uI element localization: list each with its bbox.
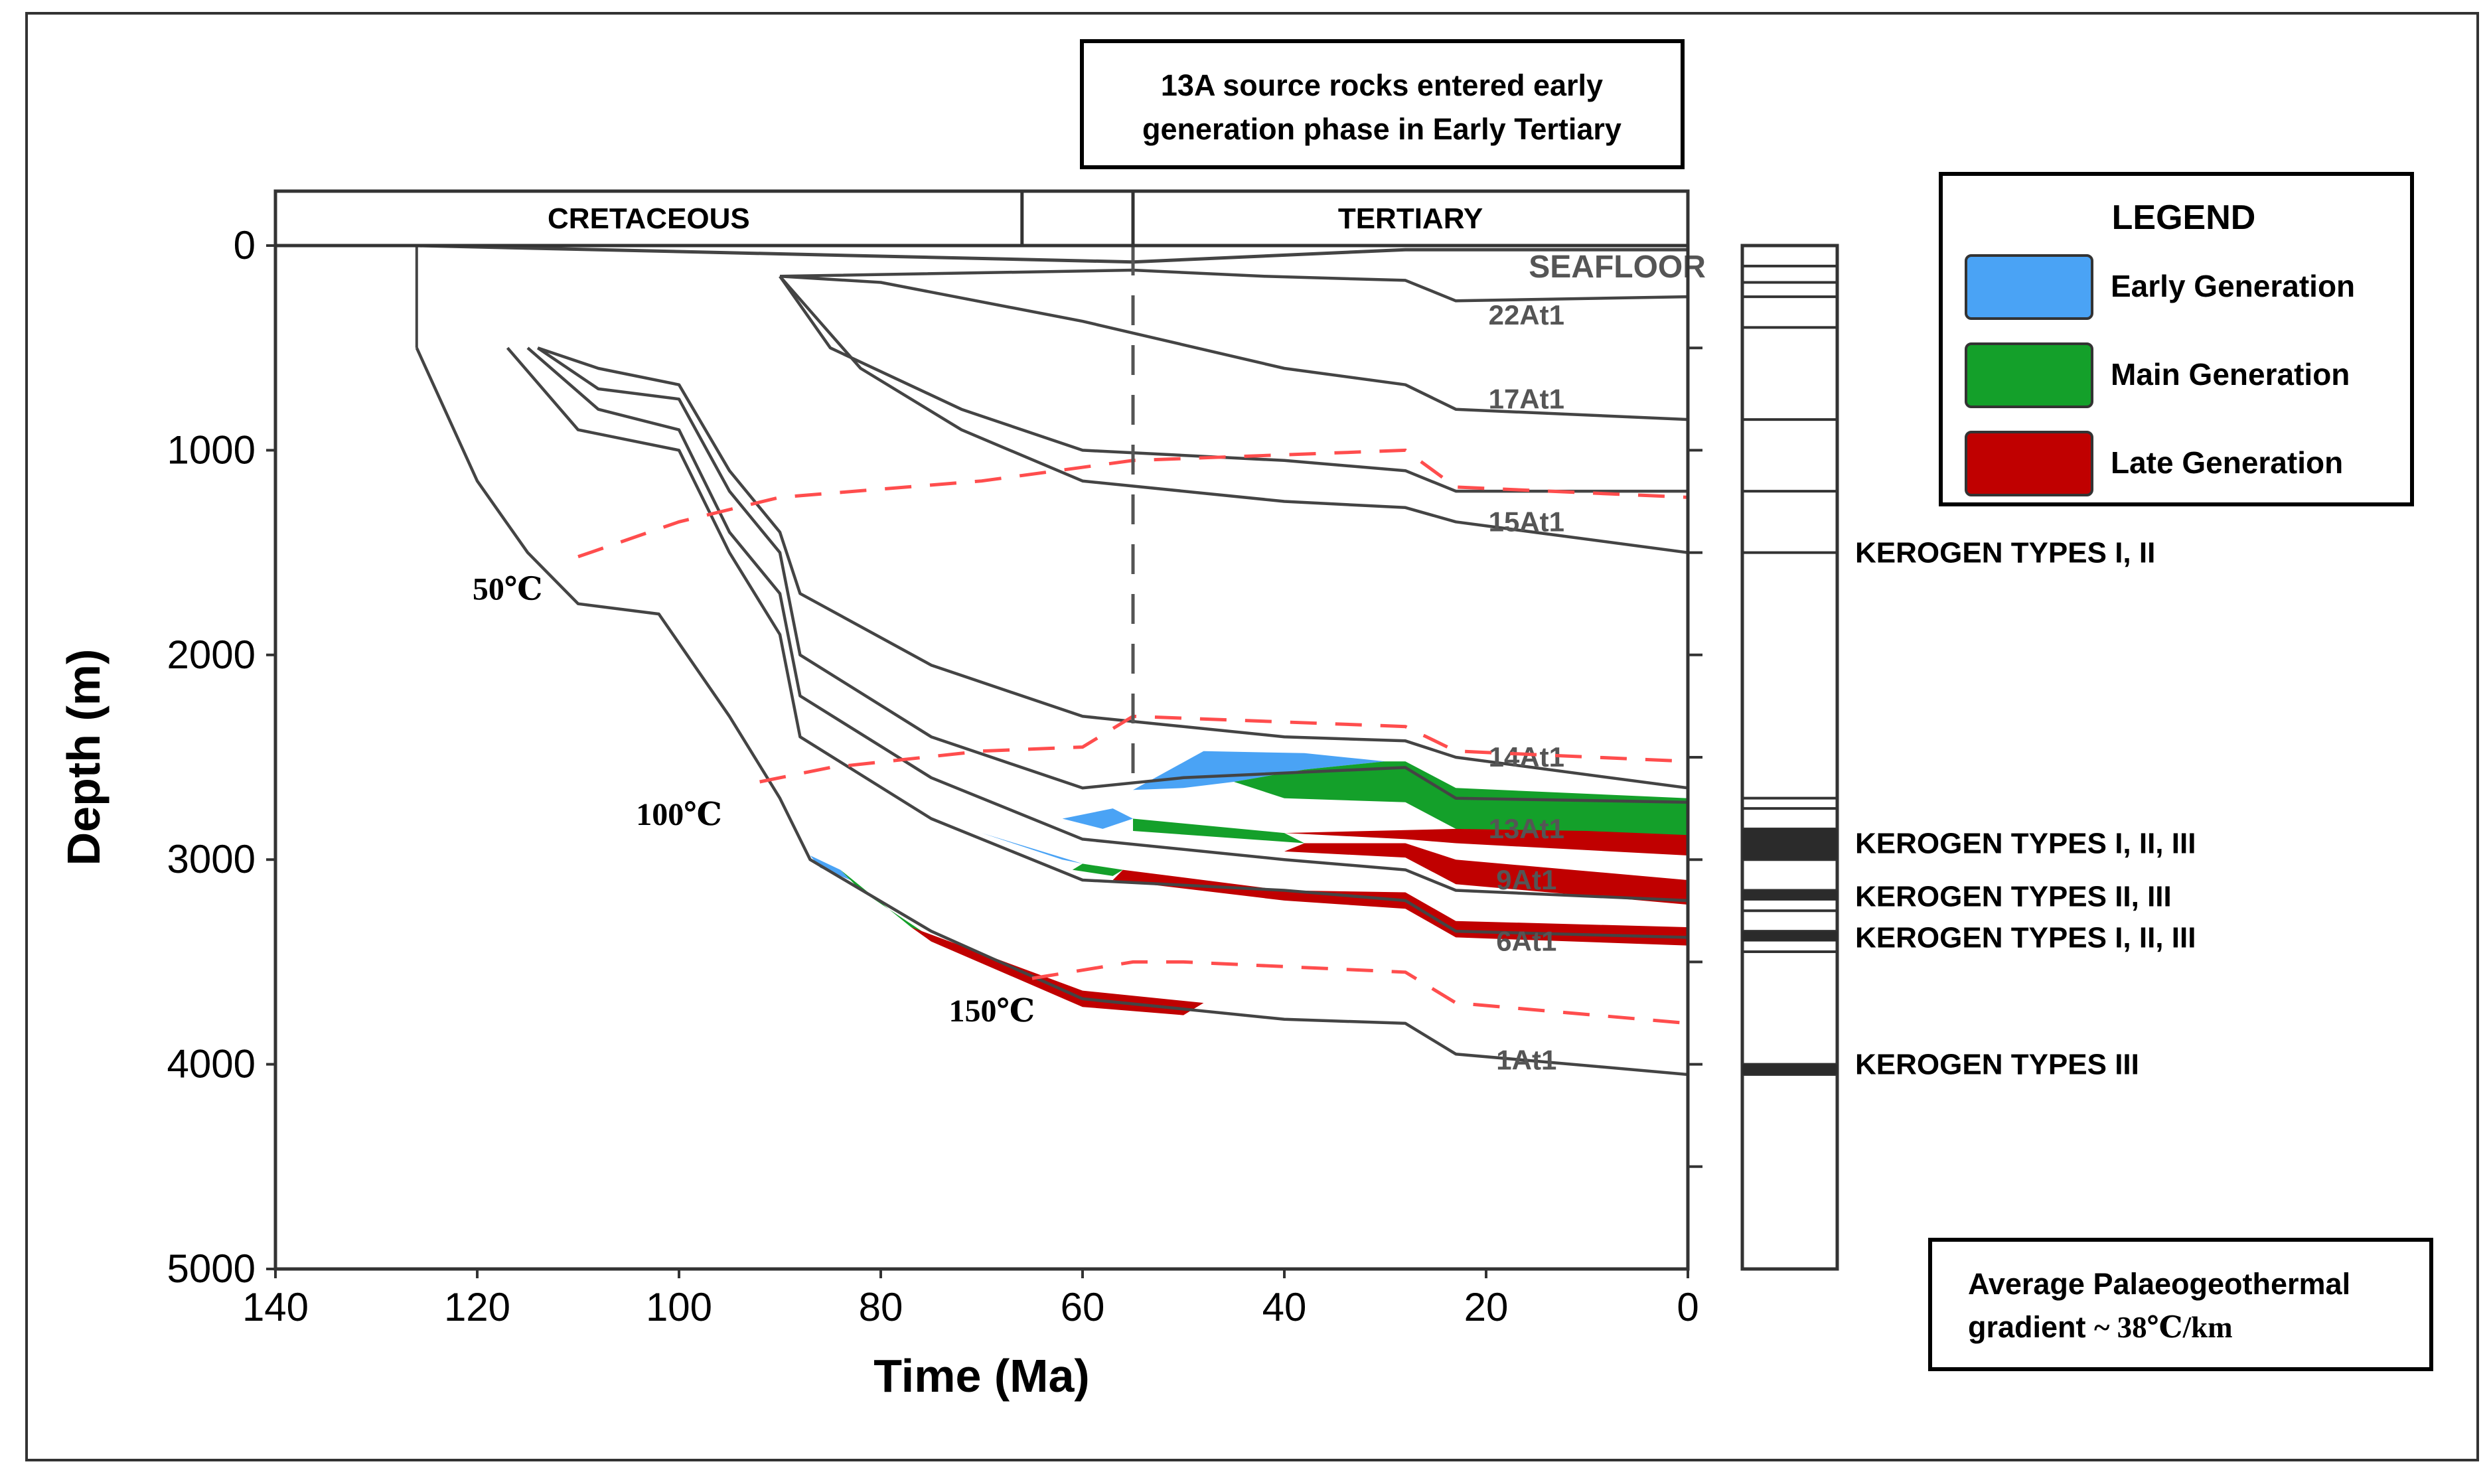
kerogen-label: KEROGEN TYPES I, II, III [1855,921,2196,954]
horizon-label: 6At1 [1496,926,1556,957]
x-tick-label: 20 [1464,1285,1509,1329]
plot-area: SEAFLOOR 22At1 17At1 15At1 14At1 13At1 9At1 6At… [415,244,1706,1076]
annotation-text-line1: 13A source rocks entered early [1161,68,1603,102]
horizon-line [415,347,1689,1076]
horizon-line [526,346,1689,903]
isotherm-line [1031,960,1689,1025]
column-frame [1740,244,1839,1271]
generation-zone-late [1284,828,1688,855]
x-axis-label: Time (Ma) [873,1350,1089,1402]
seafloor-line [416,244,1688,264]
gradient-note-box: Average Palaeogeothermal gradient ~ 38℃/… [1928,1238,2433,1371]
horizon-line [506,346,1689,939]
generation-zone-main [1072,863,1123,876]
legend-label: Early Generation [2111,269,2355,303]
generation-zone-early [1062,808,1133,829]
x-tick-label: 0 [1677,1285,1698,1329]
y-tick-label: 5000 [167,1246,256,1291]
gradient-note-line2: gradient ~ 38℃/km [1968,1310,2233,1344]
period-label: CRETACEOUS [548,202,750,235]
generation-zone-main [1133,818,1305,844]
generation-zone-late [1284,843,1688,905]
y-tick-label: 0 [234,223,256,267]
horizon-label: 22At1 [1489,299,1564,331]
y-tick-label: 2000 [167,632,256,677]
column-source-bed [1742,931,1837,942]
generation-zone-early [1133,751,1385,790]
kerogen-label: KEROGEN TYPES I, II [1855,537,2155,569]
legend-swatch [1965,254,2093,320]
y-tick-label: 3000 [167,837,256,881]
column-source-bed [1742,1064,1837,1075]
kerogen-label: KEROGEN TYPES II, III [1855,881,2172,913]
column-source-bed [1742,828,1837,860]
x-tick-label: 100 [646,1285,712,1329]
legend: LEGEND Early Generation Main Generation Lat… [1939,172,2414,506]
horizon-line [537,346,1689,790]
legend-swatch [1965,431,2093,496]
x-tick-label: 140 [242,1285,309,1329]
isotherm-line [759,714,1689,784]
isotherm-label: 100℃ [636,797,722,832]
generation-zone-late [911,927,1204,1015]
horizon-label: 9At1 [1496,864,1556,895]
isotherm-label: 50℃ [473,572,543,607]
horizon-label: 13At1 [1489,813,1564,844]
y-tick-label: 4000 [167,1042,256,1086]
y-tick-label: 1000 [167,427,256,472]
y-axis-label: Depth (m) [58,649,110,866]
axes: CRETACEOUS TERTIARY 140 120 100 80 60 40 20 0 Time… [58,189,2196,1402]
kerogen-label: KEROGEN TYPES I, II, III [1855,828,2196,860]
isotherm-label: 150℃ [948,994,1035,1029]
period-label: TERTIARY [1338,202,1483,235]
column-source-bed [1742,890,1837,901]
generation-zone-main [1234,761,1688,840]
legend-swatch [1965,342,2093,408]
horizon-label: 15At1 [1489,506,1564,537]
horizon-label: 17At1 [1489,383,1564,414]
kerogen-label: KEROGEN TYPES III [1855,1049,2139,1081]
x-tick-label: 80 [859,1285,903,1329]
horizon-line [536,346,1689,804]
x-tick-label: 60 [1061,1285,1105,1329]
annotation-text-line2: generation phase in Early Tertiary [1142,112,1622,146]
horizon-line [779,275,1689,554]
annotation-box: 13A source rocks entered early generatio… [1080,39,1685,169]
seafloor-label: SEAFLOOR [1529,250,1706,285]
horizon-line [779,268,1689,303]
horizon-label: 1At1 [1496,1044,1556,1075]
x-tick-label: 40 [1262,1285,1307,1329]
horizon-label: 14At1 [1489,741,1564,773]
horizon-line [779,275,1689,421]
stratigraphic-column: KEROGEN TYPES I, II KEROGEN TYPES I, II, … [1740,244,2196,1271]
legend-title: LEGEND [2112,198,2256,237]
gradient-note-line1: Average Palaeogeothermal [1968,1267,2350,1301]
plot-frame [273,189,1690,1271]
generation-zone-early [810,855,851,880]
legend-label: Late Generation [2111,445,2343,480]
x-tick-label: 120 [444,1285,510,1329]
legend-label: Main Generation [2111,357,2350,392]
